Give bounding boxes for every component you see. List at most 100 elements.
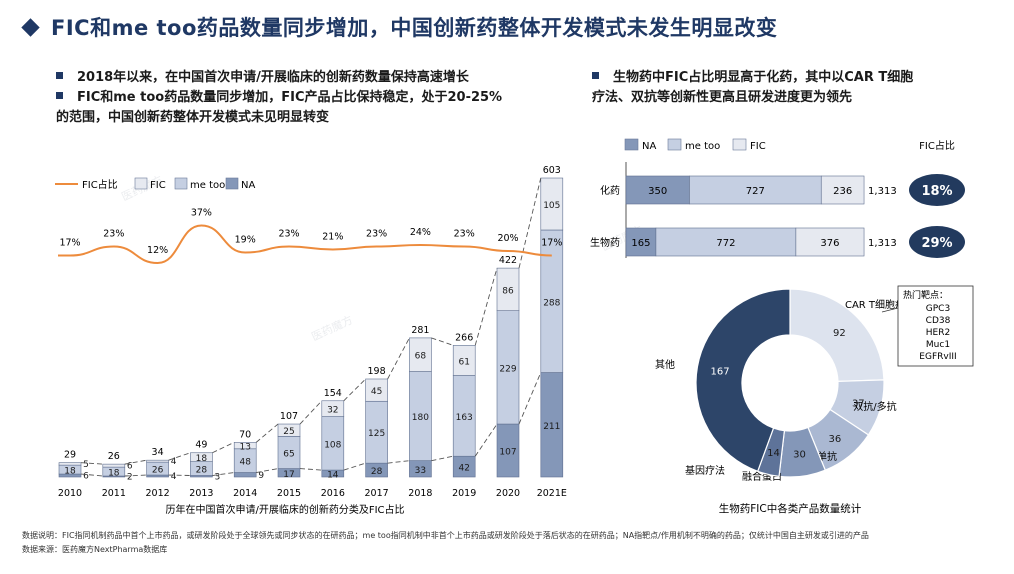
- left-bullet-2-cont: 的范围，中国创新药整体开发模式未见明显转变: [56, 110, 330, 125]
- bar-value-label: 17: [283, 470, 294, 480]
- connector-line-top: [168, 452, 191, 461]
- bar-value-label: 6: [127, 462, 133, 472]
- connector-line-top: [474, 267, 498, 346]
- page-title: FIC和me too药品数量同步增加，中国创新药整体开发模式未发生明显改变: [51, 16, 778, 40]
- connector-line-bottom: [387, 460, 410, 464]
- bar-total-label: 26: [108, 451, 120, 462]
- bar-value-label: 13: [239, 443, 250, 453]
- fic-share-badge: [909, 226, 965, 258]
- donut-value-label: 167: [711, 367, 730, 378]
- bar-value-label: 28: [371, 467, 383, 477]
- bar-total-label: 70: [239, 429, 251, 440]
- hbar-category-label: 生物药: [590, 236, 620, 249]
- donut-category-label: 单抗: [817, 450, 837, 463]
- connector-line-bottom: [518, 372, 542, 425]
- callout-item: HER2: [926, 328, 950, 338]
- donut-slice-0: [789, 288, 885, 383]
- callout-item: GPC3: [926, 304, 950, 314]
- connector-line-bottom: [212, 472, 235, 476]
- connector-line-bottom: [343, 462, 366, 471]
- connector-line-top: [431, 337, 454, 346]
- fic-share-label: 23%: [278, 229, 299, 240]
- x-tick-label: 2014: [233, 488, 257, 499]
- hbar-value-label: 236: [833, 186, 852, 197]
- left-bullet-2: FIC和me too药品数量同步增加，FIC产品占比保持稳定，处于20-25%: [56, 88, 576, 108]
- bar-value-label: 18: [196, 454, 208, 464]
- bar-value-label: 45: [371, 387, 382, 397]
- callout-item: Muc1: [926, 340, 950, 350]
- callout-box: [897, 285, 974, 367]
- bullet-square-icon: [592, 72, 599, 79]
- donut-value-label: 36: [829, 434, 842, 445]
- x-tick-label: 2012: [146, 488, 170, 499]
- connector-line-top: [299, 400, 323, 425]
- bar-value-label: 32: [327, 406, 338, 416]
- connector-line-bottom: [80, 473, 103, 477]
- left-bullets: 2018年以来，在中国首次申请/开展临床的创新药数量保持高速增长 FIC和me …: [56, 68, 576, 128]
- bar-segment-FIC-2016: [321, 400, 345, 417]
- legend-label-0: FIC: [150, 180, 166, 191]
- connector-line-bottom: [474, 423, 498, 457]
- connector-line-top: [124, 459, 147, 465]
- data-note: 数据说明：FIC指同机制药品中首个上市药品，或研发阶段处于全球领先或同步状态的在…: [22, 531, 869, 540]
- bar-total-label: 281: [411, 325, 429, 336]
- bar-value-label: 9: [258, 471, 264, 481]
- legend-label-2: NA: [241, 180, 255, 191]
- hbar-total-label: 1,313: [868, 186, 897, 197]
- callout-title: 热门靶点：: [903, 289, 948, 301]
- hbar-legend-label-0: NA: [642, 141, 656, 152]
- fic-share-label: 23%: [454, 229, 475, 240]
- hbar-legend-swatch-1: [667, 138, 682, 151]
- bar-value-label: 28: [196, 466, 208, 476]
- fic-share-header: FIC占比: [919, 139, 955, 152]
- connector-line-bottom: [299, 468, 322, 471]
- x-tick-label: 2016: [321, 488, 345, 499]
- donut-title: 生物药FIC中各类产品数量统计: [719, 502, 862, 515]
- donut-value-label: 14: [767, 448, 780, 459]
- bar-total-label: 154: [324, 388, 342, 399]
- x-tick-label: 2019: [452, 488, 476, 499]
- fic-share-line: [58, 224, 552, 265]
- bar-segment-FIC-2020: [496, 267, 520, 311]
- fic-share-label: 17%: [59, 238, 80, 249]
- right-bullet-1: 生物药中FIC占比明显高于化药，其中以CAR T细胞: [592, 68, 992, 88]
- title-row: FIC和me too药品数量同步增加，中国创新药整体开发模式未发生明显改变: [20, 12, 777, 42]
- fic-share-label: 23%: [366, 229, 387, 240]
- callout-item: CD38: [926, 316, 951, 326]
- bar-value-label: 229: [499, 364, 516, 374]
- donut-value-label: 37: [852, 398, 865, 409]
- hbar-value-label: 772: [716, 238, 735, 249]
- fic-share-label: 24%: [410, 227, 431, 238]
- right-bullets: 生物药中FIC占比明显高于化药，其中以CAR T细胞 疗法、双抗等创新性更高且研…: [592, 68, 992, 108]
- x-tick-label: 2018: [408, 488, 432, 499]
- hbar-segment-FIC-0: [820, 175, 865, 205]
- bar-value-label: 4: [171, 457, 177, 467]
- connector-line-bottom: [124, 474, 147, 477]
- connector-line-top: [387, 337, 410, 380]
- bar-segment-FIC-2014: [233, 442, 257, 450]
- stacked-bar-chart: FIC占比 FIC me too NA 6 18 5 29 2010 2 18 6 26 2011 4 26 4…: [55, 165, 567, 516]
- bar-total-label: 198: [368, 366, 386, 377]
- fic-share-label: 37%: [191, 208, 212, 219]
- bar-value-label: 18: [64, 467, 76, 477]
- fic-share-label: 23%: [103, 229, 124, 240]
- x-axis-title: 历年在中国首次申请/开展临床的创新药分类及FIC占比: [165, 503, 404, 516]
- connector-line-bottom: [431, 455, 454, 462]
- x-tick-label: 2021E: [537, 488, 567, 499]
- legend-label-fic-share: FIC占比: [82, 178, 118, 191]
- hbar-legend-label-2: FIC: [750, 141, 766, 152]
- hbar-segment-FIC-1: [795, 227, 865, 257]
- horizontal-bar-chart: NA me too FIC FIC占比 350 727 236 化药 1,313 18% 165 77…: [590, 138, 965, 258]
- fic-share-badge-label: 18%: [921, 184, 952, 199]
- bar-segment-FIC-2018: [409, 337, 432, 372]
- bar-value-label: 6: [83, 472, 89, 482]
- hbar-legend-swatch-2: [732, 138, 747, 151]
- diamond-icon: [21, 17, 40, 37]
- hbar-value-label: 376: [820, 238, 839, 249]
- legend-swatch-0: [134, 177, 148, 190]
- bar-segment-FIC-2011: [102, 463, 126, 468]
- bar-segment-FIC-2015: [277, 423, 301, 437]
- hbar-legend-swatch-0: [624, 138, 639, 151]
- bar-total-label: 34: [152, 447, 164, 458]
